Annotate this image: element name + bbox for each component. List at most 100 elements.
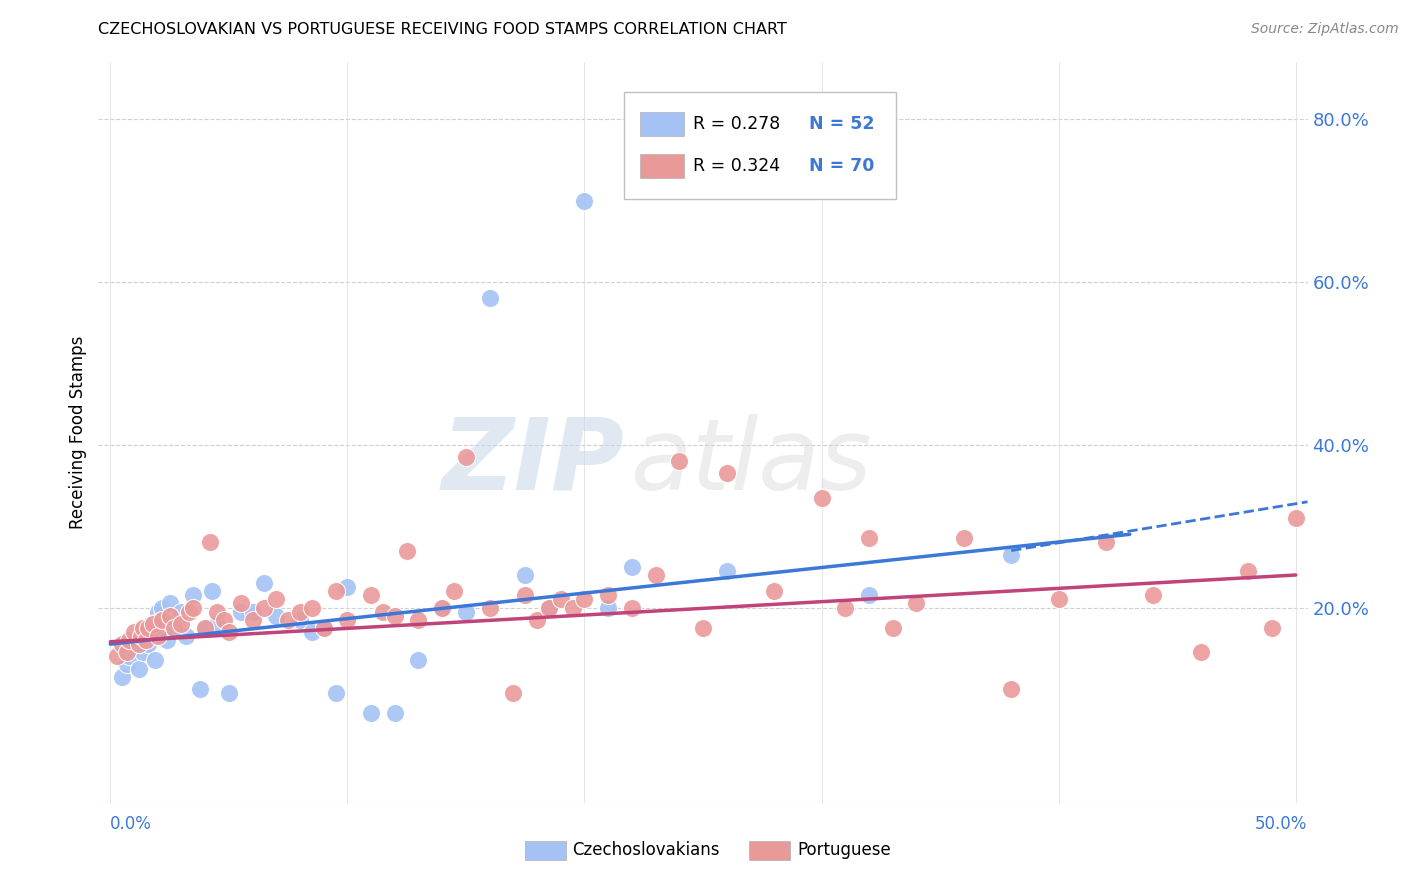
- Point: [146, 629, 169, 643]
- Point: [152, 600, 174, 615]
- Point: [620, 559, 643, 574]
- Point: [537, 600, 560, 615]
- Point: [142, 629, 165, 643]
- Point: [149, 613, 172, 627]
- Point: [122, 637, 145, 651]
- Point: [620, 600, 643, 615]
- Text: Source: ZipAtlas.com: Source: ZipAtlas.com: [1251, 22, 1399, 37]
- Point: [288, 613, 311, 627]
- Point: [443, 584, 465, 599]
- Point: [253, 576, 276, 591]
- Point: [105, 649, 128, 664]
- Point: [170, 616, 193, 631]
- Point: [218, 686, 240, 700]
- Point: [122, 624, 145, 639]
- Point: [128, 662, 150, 676]
- Point: [716, 564, 738, 578]
- Text: N = 52: N = 52: [810, 115, 875, 133]
- Point: [121, 641, 143, 656]
- Y-axis label: Receiving Food Stamps: Receiving Food Stamps: [69, 336, 87, 529]
- Point: [253, 600, 276, 615]
- Point: [135, 621, 157, 635]
- Point: [142, 616, 165, 631]
- Point: [242, 613, 264, 627]
- Point: [408, 613, 430, 627]
- Point: [716, 467, 738, 481]
- Point: [166, 613, 188, 627]
- Point: [763, 584, 786, 599]
- Point: [454, 450, 477, 464]
- Point: [205, 616, 228, 631]
- Text: Czechoslovakians: Czechoslovakians: [572, 841, 720, 859]
- Point: [858, 588, 880, 602]
- Point: [111, 637, 134, 651]
- Point: [537, 600, 560, 615]
- Point: [152, 613, 174, 627]
- Point: [312, 621, 335, 635]
- Point: [1000, 548, 1022, 562]
- Point: [1285, 511, 1308, 525]
- Point: [384, 608, 406, 623]
- Point: [312, 621, 335, 635]
- Text: R = 0.324: R = 0.324: [693, 157, 780, 175]
- Text: 50.0%: 50.0%: [1256, 815, 1308, 833]
- FancyBboxPatch shape: [624, 92, 897, 200]
- Point: [118, 649, 141, 664]
- Point: [1000, 681, 1022, 696]
- Point: [1189, 645, 1212, 659]
- FancyBboxPatch shape: [526, 840, 567, 860]
- Point: [371, 605, 394, 619]
- Point: [129, 629, 152, 643]
- Point: [301, 600, 323, 615]
- Point: [454, 605, 477, 619]
- Text: atlas: atlas: [630, 414, 872, 511]
- Point: [360, 706, 382, 721]
- Point: [115, 657, 138, 672]
- FancyBboxPatch shape: [640, 154, 683, 178]
- Point: [1047, 592, 1070, 607]
- Point: [550, 592, 572, 607]
- Point: [201, 584, 224, 599]
- Point: [264, 608, 287, 623]
- Point: [198, 535, 221, 549]
- Point: [574, 592, 596, 607]
- Point: [336, 580, 359, 594]
- Point: [132, 621, 155, 635]
- Text: CZECHOSLOVAKIAN VS PORTUGUESE RECEIVING FOOD STAMPS CORRELATION CHART: CZECHOSLOVAKIAN VS PORTUGUESE RECEIVING …: [98, 22, 787, 37]
- Point: [111, 670, 134, 684]
- Point: [598, 600, 620, 615]
- Point: [163, 621, 186, 635]
- Point: [1237, 564, 1260, 578]
- Point: [692, 621, 714, 635]
- Point: [301, 624, 323, 639]
- Point: [229, 597, 252, 611]
- Point: [194, 621, 217, 635]
- Point: [118, 633, 141, 648]
- Point: [1261, 621, 1284, 635]
- Point: [478, 600, 501, 615]
- Point: [408, 653, 430, 667]
- Text: Portuguese: Portuguese: [797, 841, 891, 859]
- Point: [146, 605, 169, 619]
- Point: [810, 491, 832, 505]
- Point: [905, 597, 928, 611]
- Point: [288, 605, 311, 619]
- Point: [153, 621, 176, 635]
- Text: N = 70: N = 70: [810, 157, 875, 175]
- Point: [561, 600, 583, 615]
- Point: [277, 613, 299, 627]
- Point: [325, 584, 347, 599]
- Point: [212, 613, 235, 627]
- Text: 0.0%: 0.0%: [110, 815, 152, 833]
- Point: [264, 592, 287, 607]
- Point: [159, 597, 181, 611]
- Point: [136, 621, 159, 635]
- Point: [515, 588, 537, 602]
- Point: [395, 543, 418, 558]
- Point: [156, 633, 179, 648]
- FancyBboxPatch shape: [749, 840, 790, 860]
- FancyBboxPatch shape: [640, 112, 683, 136]
- Point: [181, 600, 204, 615]
- Point: [143, 653, 166, 667]
- Point: [194, 621, 217, 635]
